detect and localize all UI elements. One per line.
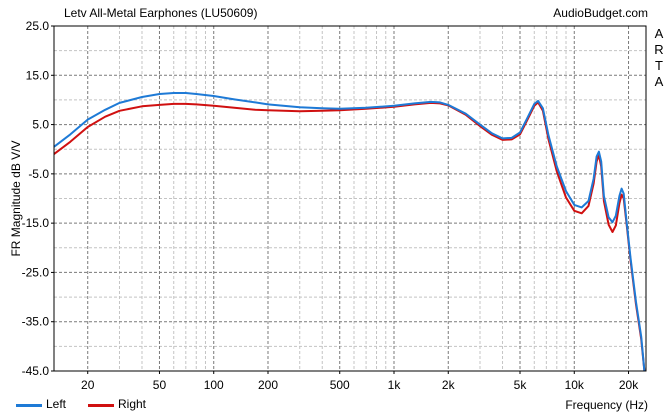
y-tick-label: -45.0 [22,364,50,378]
chart-title: Letv All-Metal Earphones (LU50609) [64,6,258,20]
y-tick-label: -25.0 [22,265,50,279]
y-tick-label: -15.0 [22,216,50,230]
source-label: AudioBudget.com [553,6,648,20]
plot-frame [53,25,647,372]
x-tick-label: 1k [388,378,402,392]
watermark-letter: T [655,58,663,73]
y-tick-label: 5.0 [32,118,49,132]
arta-watermark: A R T A [652,26,666,90]
major-grid [54,26,646,371]
y-axis-ticks: 25.0 15.0 5.0 -5.0 -15.0 -25.0 -35.0 -45.0 [22,19,54,378]
y-axis-label: FR Magnitude dB V/V [9,140,23,256]
x-tick-label: 20k [619,378,639,392]
watermark-letter: A [654,74,664,89]
series-lines [53,92,646,372]
x-axis-ticks: 20 50 100 200 500 1k 2k 5k 10k 20k [81,371,639,392]
legend-swatch-right [88,404,114,407]
legend-swatch-left [16,404,42,407]
minor-grid [54,26,646,371]
watermark-letter: R [654,42,664,57]
x-tick-label: 200 [258,378,278,392]
x-axis-label: Frequency (Hz) [565,398,648,412]
y-tick-label: -5.0 [28,167,49,181]
y-tick-label: -35.0 [22,315,50,329]
x-tick-label: 5k [514,378,528,392]
x-tick-label: 500 [330,378,350,392]
watermark-letter: A [654,26,664,41]
y-tick-label: 25.0 [26,19,50,33]
series-line-left [53,92,646,372]
x-tick-label: 2k [442,378,456,392]
x-tick-label: 20 [81,378,95,392]
x-tick-label: 50 [153,378,167,392]
x-tick-label: 10k [565,378,585,392]
x-tick-label: 100 [204,378,224,392]
legend-label-left: Left [46,397,67,411]
legend-label-right: Right [118,397,147,411]
y-tick-label: 15.0 [26,68,50,82]
series-line-right [53,101,646,372]
